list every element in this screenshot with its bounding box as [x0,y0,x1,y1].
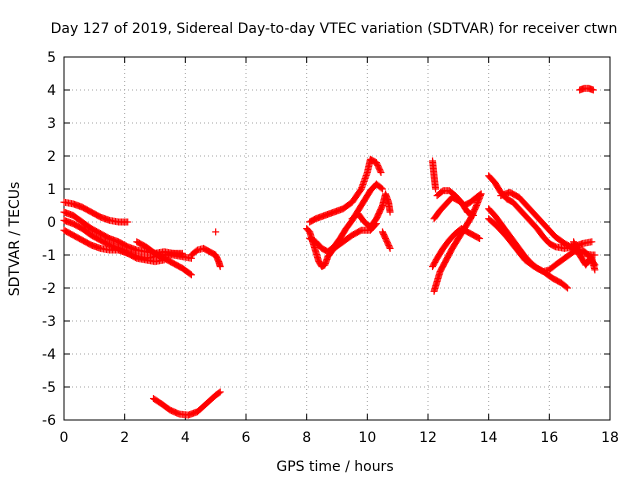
y-tick-label: 5 [47,50,56,66]
data-point [476,191,484,199]
y-tick-label: 4 [47,83,56,99]
x-tick-label: 4 [181,430,190,446]
y-tick-label: 2 [47,149,56,165]
data-point [590,260,598,268]
y-axis-label: SDTVAR / TECUs [7,182,23,297]
y-tick-label: -6 [42,413,56,429]
data-point [216,388,224,396]
x-tick-label: 0 [60,430,69,446]
x-axis-label: GPS time / hours [276,459,393,475]
data-point [379,185,386,193]
x-tick-label: 10 [358,430,376,446]
axis-ticks [63,56,611,421]
data-point [216,263,224,271]
y-tick-label: -3 [42,314,56,330]
data-point [178,251,186,259]
x-tick-label: 16 [540,430,558,446]
x-tick-label: 8 [302,430,311,446]
data-point [377,169,385,176]
x-tick-label: 12 [419,430,437,446]
data-point [212,228,220,236]
data-point [591,261,599,269]
data-point [477,190,485,198]
data-point [476,235,484,242]
plot-frame [63,56,611,421]
data-point [377,184,385,192]
data-point [386,244,394,252]
y-tick-label: -2 [42,281,56,297]
grid-lines [64,57,610,420]
y-tick-label: 0 [47,215,56,231]
data-point [474,234,482,242]
x-tick-label: 2 [120,430,129,446]
data-point [186,270,194,278]
y-tick-label: 3 [47,116,56,132]
x-tick-label: 18 [601,430,619,446]
data-point [591,251,599,259]
x-tick-labels: 0 2 4 6 8 10 12 14 16 18 [60,430,619,446]
data-point [468,211,476,219]
data-point [215,389,223,397]
data-point [564,284,572,292]
data-point [589,86,597,94]
data-point [376,167,384,175]
data-point [187,271,195,279]
data-point [124,218,132,226]
y-tick-label: -5 [42,380,56,396]
x-tick-label: 14 [480,430,498,446]
chart-title: Day 127 of 2019, Sidereal Day-to-day VTE… [51,21,618,37]
data-points [60,84,599,419]
x-tick-label: 6 [242,430,251,446]
y-tick-label: -4 [42,347,56,363]
y-tick-labels: -6 -5 -4 -3 -2 -1 0 1 2 3 4 5 [42,50,56,429]
data-point [588,238,596,246]
y-tick-label: -1 [42,248,56,264]
data-point [386,208,394,216]
data-point [385,243,393,251]
y-tick-label: 1 [47,182,56,198]
data-point [562,283,570,291]
data-point [432,185,440,193]
data-point [470,211,477,219]
